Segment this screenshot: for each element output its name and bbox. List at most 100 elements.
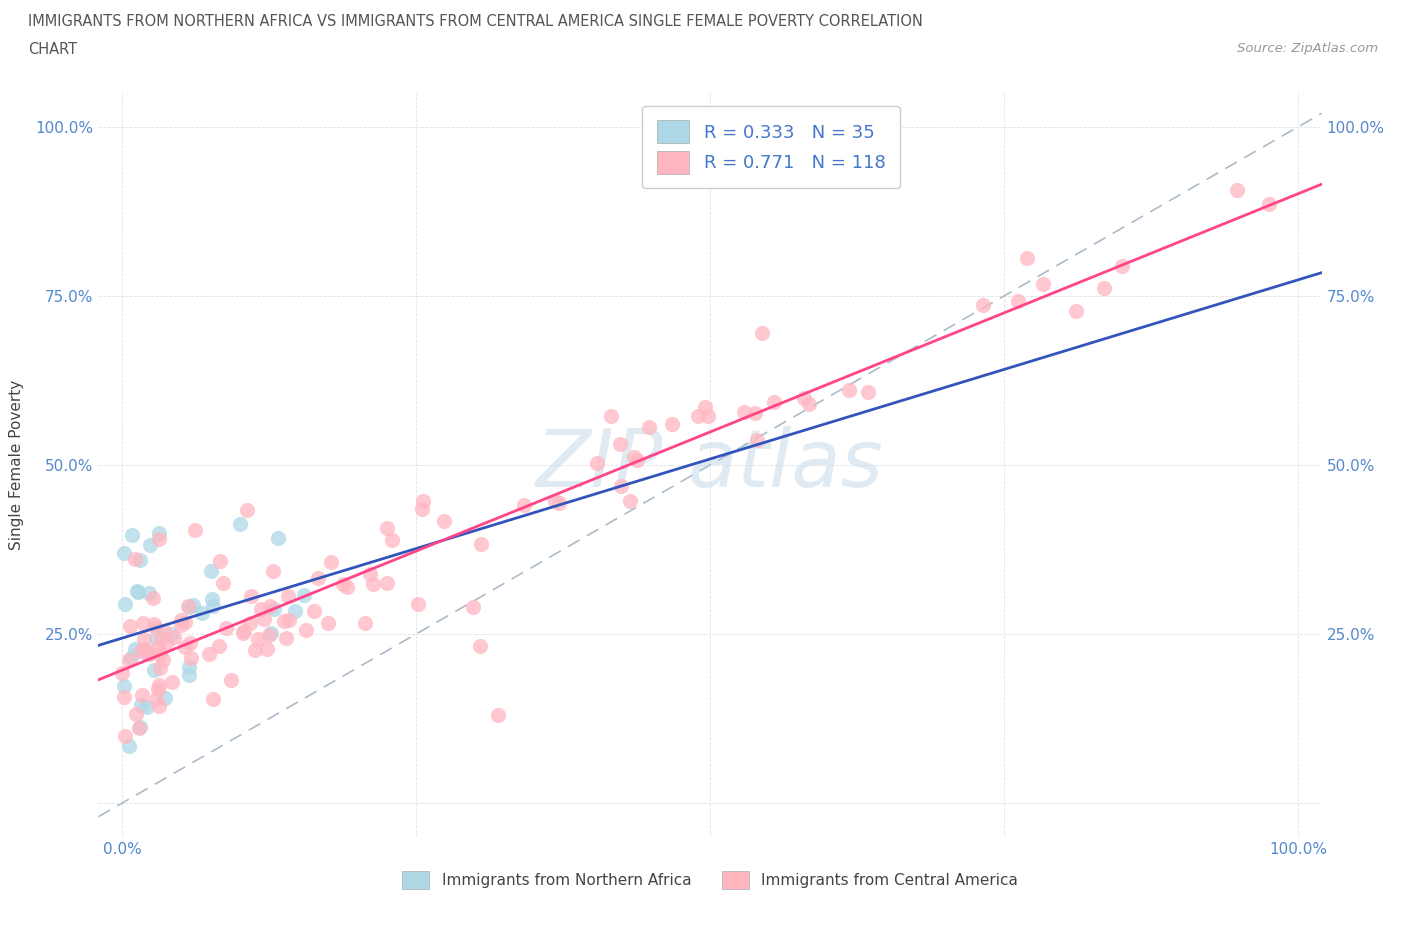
Point	[170, 613, 193, 628]
Point	[131, 644, 153, 658]
Text: IMMIGRANTS FROM NORTHERN AFRICA VS IMMIGRANTS FROM CENTRAL AMERICA SINGLE FEMALE: IMMIGRANTS FROM NORTHERN AFRICA VS IMMIG…	[28, 14, 922, 29]
Point	[332, 577, 354, 591]
Point	[751, 326, 773, 340]
Point	[411, 502, 433, 517]
Point	[134, 642, 156, 657]
Point	[148, 532, 170, 547]
Point	[135, 645, 157, 660]
Point	[744, 405, 766, 420]
Point	[118, 618, 141, 633]
Point	[219, 673, 242, 688]
Point	[142, 617, 165, 631]
Point	[733, 405, 755, 419]
Point	[148, 678, 170, 693]
Text: Source: ZipAtlas.com: Source: ZipAtlas.com	[1237, 42, 1378, 55]
Point	[544, 494, 567, 509]
Point	[763, 394, 786, 409]
Point	[201, 691, 224, 706]
Point	[184, 523, 207, 538]
Text: CHART: CHART	[28, 42, 77, 57]
Point	[1111, 259, 1133, 273]
Point	[295, 623, 318, 638]
Point	[266, 530, 288, 545]
Point	[174, 615, 197, 630]
Point	[468, 639, 491, 654]
Point	[284, 604, 307, 618]
Point	[249, 601, 271, 616]
Point	[118, 652, 141, 667]
Point	[253, 611, 276, 626]
Point	[118, 738, 141, 753]
Point	[112, 545, 135, 560]
Point	[273, 613, 295, 628]
Point	[201, 591, 224, 606]
Y-axis label: Single Female Poverty: Single Female Poverty	[10, 379, 24, 551]
Point	[232, 625, 254, 640]
Point	[696, 408, 718, 423]
Point	[138, 586, 160, 601]
Point	[318, 616, 340, 631]
Point	[1226, 182, 1249, 197]
Point	[609, 437, 631, 452]
Point	[361, 577, 384, 591]
Point	[125, 707, 148, 722]
Point	[1017, 250, 1039, 265]
Point	[132, 615, 155, 630]
Point	[170, 618, 193, 632]
Point	[149, 631, 172, 646]
Point	[838, 383, 860, 398]
Point	[179, 600, 201, 615]
Point	[375, 521, 398, 536]
Point	[359, 566, 381, 581]
Point	[146, 682, 169, 697]
Point	[208, 638, 231, 653]
Point	[277, 613, 299, 628]
Point	[292, 588, 315, 603]
Point	[148, 525, 170, 540]
Point	[307, 570, 329, 585]
Point	[319, 554, 342, 569]
Point	[148, 699, 170, 714]
Point	[127, 584, 149, 599]
Point	[256, 642, 278, 657]
Point	[129, 698, 152, 713]
Point	[163, 630, 186, 644]
Point	[1258, 196, 1281, 211]
Legend: Immigrants from Northern Africa, Immigrants from Central America: Immigrants from Northern Africa, Immigra…	[394, 863, 1026, 897]
Point	[215, 621, 238, 636]
Point	[600, 408, 623, 423]
Point	[200, 564, 222, 578]
Point	[155, 636, 177, 651]
Point	[688, 409, 710, 424]
Point	[152, 653, 174, 668]
Text: ZIP atlas: ZIP atlas	[536, 426, 884, 504]
Point	[124, 551, 146, 566]
Point	[262, 564, 284, 578]
Point	[486, 708, 509, 723]
Point	[128, 721, 150, 736]
Point	[693, 400, 716, 415]
Point	[548, 495, 571, 510]
Point	[610, 478, 633, 493]
Point	[793, 391, 815, 405]
Point	[176, 599, 198, 614]
Point	[197, 646, 219, 661]
Point	[159, 627, 181, 642]
Point	[139, 538, 162, 552]
Point	[208, 553, 231, 568]
Point	[202, 598, 225, 613]
Point	[623, 450, 645, 465]
Point	[177, 668, 200, 683]
Point	[114, 728, 136, 743]
Point	[127, 584, 149, 599]
Point	[246, 631, 269, 646]
Point	[375, 576, 398, 591]
Point	[114, 597, 136, 612]
Point	[139, 646, 162, 661]
Point	[277, 588, 299, 603]
Point	[212, 576, 235, 591]
Point	[145, 620, 167, 635]
Point	[152, 624, 174, 639]
Point	[124, 641, 146, 656]
Point	[128, 720, 150, 735]
